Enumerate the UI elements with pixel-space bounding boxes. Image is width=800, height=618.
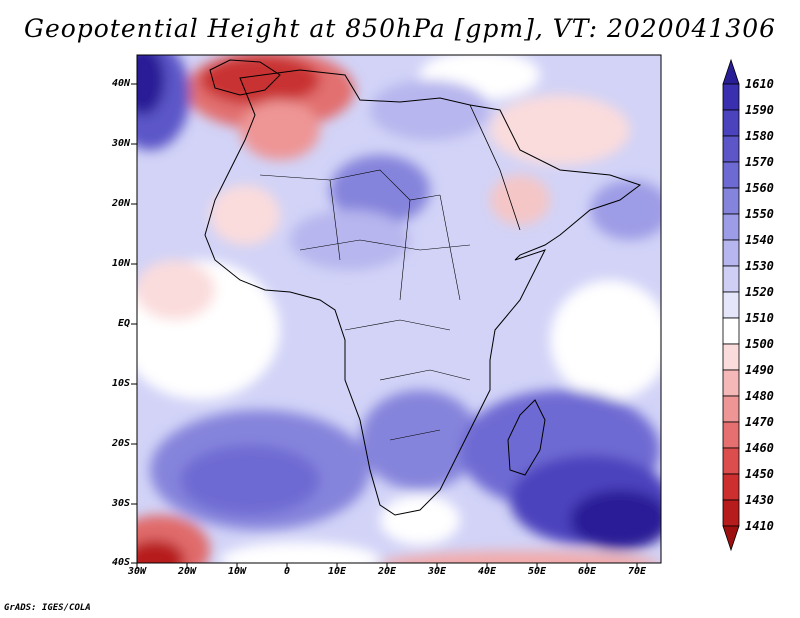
lon-label-10e: 10E (327, 566, 347, 577)
colorbar-label: 1460 (745, 441, 774, 455)
colorbar-label: 1590 (745, 103, 774, 117)
coastline (204, 69, 642, 516)
lon-label-20e: 20E (377, 566, 397, 577)
lon-label-70e: 70E (627, 566, 647, 577)
colorbar-swatch (722, 109, 740, 137)
colorbar-swatch (722, 265, 740, 293)
colorbar-bottom-arrow (722, 525, 740, 552)
colorbar-label: 1450 (745, 467, 774, 481)
lat-label-20s: 20S (111, 438, 130, 449)
lat-label-10s: 10S (111, 378, 130, 389)
colorbar-label: 1430 (745, 493, 774, 507)
colorbar-label: 1610 (745, 77, 774, 91)
colorbar-swatch (722, 291, 740, 319)
colorbar-label: 1530 (745, 259, 774, 273)
colorbar-label: 1510 (745, 311, 774, 325)
colorbar-swatch (722, 499, 740, 527)
colorbar-swatch (722, 447, 740, 475)
map-frame (136, 54, 662, 564)
colorbar-swatch (722, 83, 740, 111)
height-field (137, 55, 661, 563)
colorbar-swatch (722, 135, 740, 163)
lat-label-40s: 40S (111, 557, 130, 568)
lon-label-30e: 30E (427, 566, 447, 577)
colorbar-label: 1480 (745, 389, 774, 403)
chart-title: Geopotential Height at 850hPa [gpm], VT:… (23, 14, 777, 43)
lat-label-20n: 20N (111, 198, 130, 209)
colorbar-swatch (722, 161, 740, 189)
colorbar-label: 1410 (745, 519, 774, 533)
lon-label-50e: 50E (527, 566, 547, 577)
colorbar-label: 1540 (745, 233, 774, 247)
colorbar-label: 1560 (745, 181, 774, 195)
lat-label-40n: 40N (111, 78, 130, 89)
lat-label-10n: 10N (111, 258, 130, 269)
colorbar-swatch (722, 369, 740, 397)
madagascar-coastline (507, 399, 546, 476)
colorbar-label: 1550 (745, 207, 774, 221)
credit-text: GrADS: IGES/COLA (4, 603, 91, 613)
lat-label-30s: 30S (111, 498, 130, 509)
colorbar-swatch (722, 213, 740, 241)
colorbar-swatch (722, 473, 740, 501)
colorbar-label: 1580 (745, 129, 774, 143)
colorbar-swatch (722, 317, 740, 345)
lon-label-20w: 20W (177, 566, 197, 577)
colorbar-top-arrow (722, 58, 740, 85)
lon-label-10w: 10W (227, 566, 247, 577)
colorbar-label: 1490 (745, 363, 774, 377)
colorbar (722, 58, 740, 552)
lon-label-60e: 60E (577, 566, 597, 577)
colorbar-swatch (722, 187, 740, 215)
colorbar-swatch (722, 343, 740, 371)
colorbar-swatch (722, 395, 740, 423)
colorbar-label: 1570 (745, 155, 774, 169)
colorbar-label: 1500 (745, 337, 774, 351)
axis-ticks (131, 83, 638, 569)
colorbar-label: 1520 (745, 285, 774, 299)
lon-label-0: 0 (283, 566, 291, 577)
colorbar-label: 1470 (745, 415, 774, 429)
iberia-coastline (209, 59, 281, 96)
lat-label-eq: EQ (117, 318, 130, 329)
lon-label-30w: 30W (127, 566, 147, 577)
lon-label-40e: 40E (477, 566, 497, 577)
lat-label-30n: 30N (111, 138, 130, 149)
colorbar-swatch (722, 239, 740, 267)
colorbar-swatch (722, 421, 740, 449)
